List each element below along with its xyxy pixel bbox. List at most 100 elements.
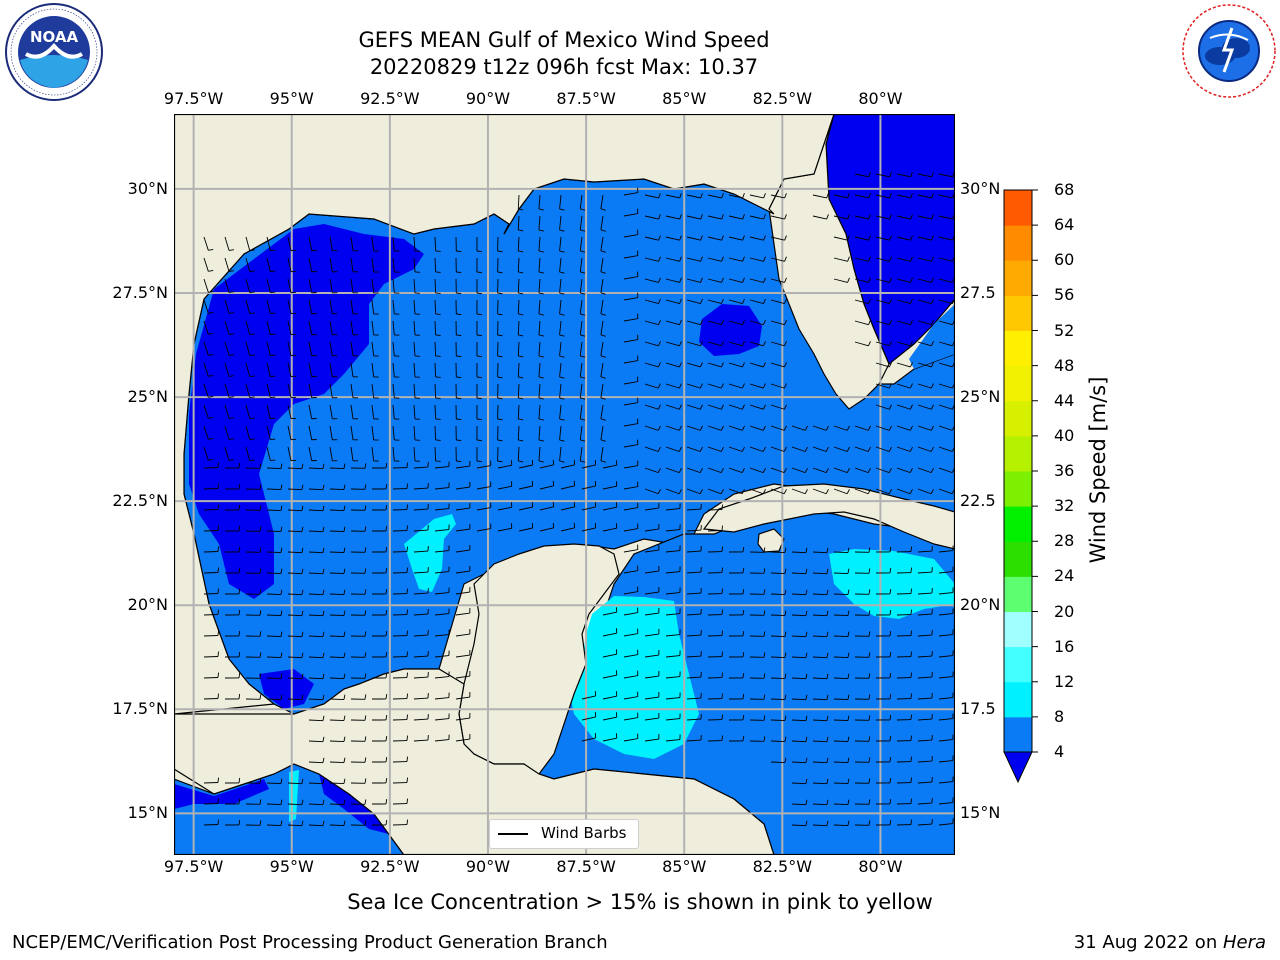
wind-barb bbox=[371, 567, 388, 574]
wind-barb bbox=[917, 819, 933, 826]
wind-barb bbox=[644, 488, 661, 495]
wind-barbs bbox=[203, 171, 955, 827]
wind-barb bbox=[812, 568, 829, 575]
wind-barb bbox=[329, 673, 346, 680]
wind-barb bbox=[308, 257, 317, 273]
wind-barb bbox=[896, 714, 912, 721]
colorbar-tick-label: 28 bbox=[1054, 531, 1075, 551]
wind-barb bbox=[602, 670, 618, 679]
wind-barb bbox=[434, 299, 441, 315]
wind-barb bbox=[791, 778, 808, 785]
colorbar-tick-label: 68 bbox=[1054, 180, 1075, 199]
wind-barb bbox=[497, 341, 503, 358]
wind-barb bbox=[600, 257, 606, 274]
wind-barb bbox=[875, 171, 892, 178]
wind-barb bbox=[203, 383, 214, 398]
wind-barb bbox=[350, 383, 358, 399]
wind-barb bbox=[644, 524, 660, 532]
wind-barb bbox=[707, 404, 724, 410]
wind-barb bbox=[707, 193, 724, 199]
wind-barb bbox=[875, 467, 892, 474]
wind-barb bbox=[875, 488, 892, 495]
wind-barb bbox=[728, 672, 745, 679]
wind-barb bbox=[518, 522, 534, 532]
wind-barb bbox=[579, 299, 586, 316]
wind-barb bbox=[707, 735, 723, 742]
wind-barb bbox=[854, 820, 871, 826]
wind-barb bbox=[875, 546, 892, 553]
wind-barb bbox=[287, 652, 304, 659]
wind-barb bbox=[371, 462, 388, 469]
wind-barb bbox=[350, 505, 367, 511]
wind-barb bbox=[896, 567, 912, 574]
colorbar-segment bbox=[1004, 295, 1032, 331]
wind-barb bbox=[728, 235, 745, 241]
wind-barb bbox=[728, 609, 745, 616]
wind-barb bbox=[600, 194, 606, 211]
wind-barb bbox=[434, 545, 450, 553]
wind-barb bbox=[644, 193, 661, 199]
wind-barb bbox=[413, 462, 429, 469]
noaa-logo-text: NOAA bbox=[30, 28, 79, 46]
wind-barb bbox=[329, 736, 346, 743]
wind-barb bbox=[686, 546, 702, 553]
wind-barb bbox=[266, 673, 283, 680]
wind-barb bbox=[644, 503, 660, 511]
wind-barb bbox=[917, 693, 933, 700]
wind-barb bbox=[812, 778, 829, 785]
wind-barb bbox=[644, 298, 661, 305]
wind-barb bbox=[875, 425, 892, 431]
wind-barb bbox=[791, 467, 808, 474]
wind-barb bbox=[392, 567, 408, 574]
wind-barb bbox=[392, 446, 400, 462]
wind-barb bbox=[308, 589, 325, 596]
wind-barb bbox=[938, 671, 954, 679]
wind-barb bbox=[266, 631, 283, 638]
wind-barb bbox=[350, 694, 367, 700]
wind-barb bbox=[371, 425, 379, 441]
wind-barb bbox=[938, 629, 954, 637]
wind-barb bbox=[833, 446, 850, 452]
wind-barb bbox=[266, 799, 283, 806]
wind-barb bbox=[854, 319, 871, 326]
wind-barb bbox=[308, 526, 325, 533]
wind-barb bbox=[686, 341, 703, 347]
wind-barb bbox=[812, 820, 829, 827]
wind-barb bbox=[579, 362, 586, 379]
wind-barb bbox=[350, 446, 358, 462]
wind-barb bbox=[623, 544, 639, 553]
wind-barb bbox=[749, 277, 766, 283]
wind-barb bbox=[371, 278, 379, 294]
wind-barb bbox=[350, 320, 358, 336]
wind-barb bbox=[665, 608, 681, 616]
wind-barb bbox=[350, 425, 358, 441]
wind-barb bbox=[371, 320, 379, 336]
wind-barb bbox=[350, 715, 367, 721]
wind-barb bbox=[812, 446, 829, 452]
wind-barb bbox=[455, 713, 471, 721]
wind-barb bbox=[791, 547, 808, 554]
colorbar-tick-label: 60 bbox=[1054, 250, 1075, 270]
wind-barb bbox=[749, 383, 766, 389]
wind-barb bbox=[812, 214, 829, 220]
wind-barb bbox=[434, 629, 450, 637]
wind-barb bbox=[287, 446, 297, 462]
wind-barb bbox=[371, 819, 388, 826]
wind-barb bbox=[749, 425, 766, 431]
map-gridlines bbox=[174, 114, 955, 855]
wind-barb bbox=[833, 715, 850, 722]
wind-barb bbox=[665, 404, 682, 410]
wind-barb bbox=[392, 236, 400, 252]
wind-barb bbox=[665, 298, 682, 305]
wind-barb bbox=[938, 650, 954, 658]
wind-barb bbox=[413, 299, 420, 315]
footer-date: 31 Aug 2022 on Hera bbox=[1074, 932, 1266, 953]
colorbar-segment bbox=[1004, 225, 1032, 261]
wind-barb bbox=[707, 319, 724, 326]
wind-barb bbox=[644, 650, 660, 658]
wind-barb bbox=[623, 586, 639, 595]
wind-barb bbox=[224, 567, 241, 574]
wind-barb bbox=[203, 630, 219, 637]
wind-barb bbox=[602, 481, 618, 490]
wind-barb bbox=[203, 672, 219, 679]
